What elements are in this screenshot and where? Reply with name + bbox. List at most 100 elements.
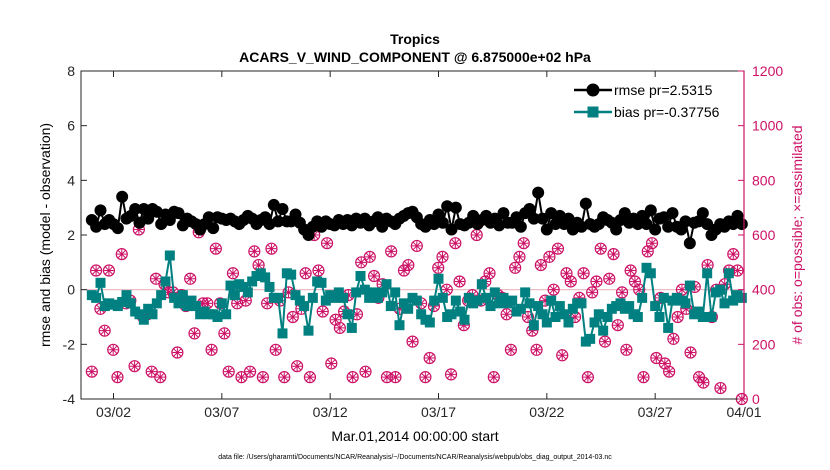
y-tick-label-right: 1200 xyxy=(752,63,783,79)
bias-point xyxy=(320,295,331,306)
obs-possible-point xyxy=(205,343,218,356)
bias-point xyxy=(446,309,457,320)
y-tick-label-left: 2 xyxy=(67,227,75,243)
bias-point xyxy=(260,272,271,283)
bias-point xyxy=(702,268,713,279)
obs-assimilated-point xyxy=(424,353,435,363)
bias-point xyxy=(645,268,656,279)
obs-assimilated-point xyxy=(694,372,704,382)
obs-assimilated-point xyxy=(574,293,585,303)
bias-point xyxy=(554,301,565,312)
obs-possible-point xyxy=(530,343,543,356)
obs-possible-point xyxy=(90,264,103,277)
bias-point xyxy=(476,279,487,290)
obs-possible-point xyxy=(556,349,569,362)
obs-assimilated-point xyxy=(104,265,114,276)
rmse-point xyxy=(111,222,124,235)
bias-point xyxy=(537,309,548,320)
obs-possible-point xyxy=(594,242,607,255)
obs-assimilated-point xyxy=(613,320,623,330)
obs-possible-point xyxy=(509,261,522,274)
obs-possible-point xyxy=(188,327,201,340)
obs-possible-point xyxy=(504,343,518,356)
obs-assimilated-point xyxy=(172,347,183,358)
bias-point xyxy=(637,292,648,303)
bias-point xyxy=(507,295,518,306)
bias-point xyxy=(91,292,102,303)
obs-possible-point xyxy=(547,283,560,296)
bias-point xyxy=(520,287,531,298)
bias-point xyxy=(728,295,739,306)
bias-point xyxy=(372,292,383,303)
obs-assimilated-point xyxy=(266,243,277,254)
bias-point xyxy=(117,296,128,307)
rmse-point xyxy=(116,190,129,203)
bias-point xyxy=(459,314,470,325)
obs-assimilated-point xyxy=(454,276,465,287)
obs-assimilated-point xyxy=(531,345,542,355)
bias-point xyxy=(715,284,726,295)
obs-possible-point xyxy=(128,360,141,373)
bias-point xyxy=(338,292,349,303)
obs-possible-point xyxy=(299,267,312,280)
obs-possible-point xyxy=(607,248,620,261)
bias-point xyxy=(286,269,297,280)
y-tick-label-left: -2 xyxy=(63,336,76,352)
obs-assimilated-point xyxy=(557,350,568,361)
obs-assimilated-point xyxy=(681,304,692,314)
bias-point xyxy=(186,295,197,306)
bias-point xyxy=(394,320,405,331)
obs-possible-point xyxy=(590,275,603,288)
bias-point xyxy=(346,322,357,333)
y-tick-label-left: 8 xyxy=(67,63,75,79)
bias-point xyxy=(190,301,201,312)
bias-point xyxy=(485,301,496,312)
obs-possible-point xyxy=(209,242,222,255)
x-tick-label: 03/02 xyxy=(96,404,131,420)
x-tick-label: 04/01 xyxy=(726,404,761,420)
bias-point xyxy=(355,271,366,281)
obs-assimilated-point xyxy=(685,347,696,358)
obs-assimilated-point xyxy=(236,372,247,382)
bias-point xyxy=(472,295,483,306)
bias-point xyxy=(359,284,370,295)
bias-point xyxy=(528,320,539,331)
obs-assimilated-point xyxy=(116,249,127,259)
obs-possible-point xyxy=(406,335,419,348)
obs-assimilated-point xyxy=(523,312,533,322)
obs-assimilated-point xyxy=(330,314,341,325)
bias-point xyxy=(398,298,409,309)
obs-possible-point xyxy=(145,365,158,378)
bias-point xyxy=(125,298,136,309)
obs-assimilated-point xyxy=(155,372,166,382)
obs-possible-point xyxy=(598,335,612,348)
obs-assimilated-point xyxy=(625,265,636,276)
bias-point xyxy=(143,303,154,314)
obs-possible-point xyxy=(444,368,458,381)
obs-assimilated-point xyxy=(262,298,272,309)
y-tick-label-left: 0 xyxy=(67,282,75,298)
obs-assimilated-point xyxy=(356,257,367,268)
bias-point xyxy=(299,301,310,312)
obs-assimilated-point xyxy=(99,325,110,336)
obs-assimilated-point xyxy=(352,309,362,320)
bias-point xyxy=(290,290,301,301)
obs-assimilated-point xyxy=(591,276,602,287)
obs-assimilated-point xyxy=(335,323,345,333)
bias-point xyxy=(624,301,635,312)
bias-point xyxy=(216,298,227,309)
bias-point xyxy=(385,301,396,312)
obs-assimilated-point xyxy=(407,336,418,347)
obs-possible-point xyxy=(663,365,676,378)
rmse-point xyxy=(202,211,215,224)
obs-assimilated-point xyxy=(698,377,709,388)
rmse-point xyxy=(94,204,107,217)
obs-assimilated-point xyxy=(459,320,469,330)
y-tick-label-right: 200 xyxy=(752,336,776,352)
obs-assimilated-point xyxy=(360,366,371,377)
obs-possible-point xyxy=(667,332,680,345)
bias-point xyxy=(307,292,318,303)
obs-assimilated-point xyxy=(185,273,195,284)
obs-assimilated-point xyxy=(446,369,456,380)
bias-point xyxy=(403,303,414,314)
